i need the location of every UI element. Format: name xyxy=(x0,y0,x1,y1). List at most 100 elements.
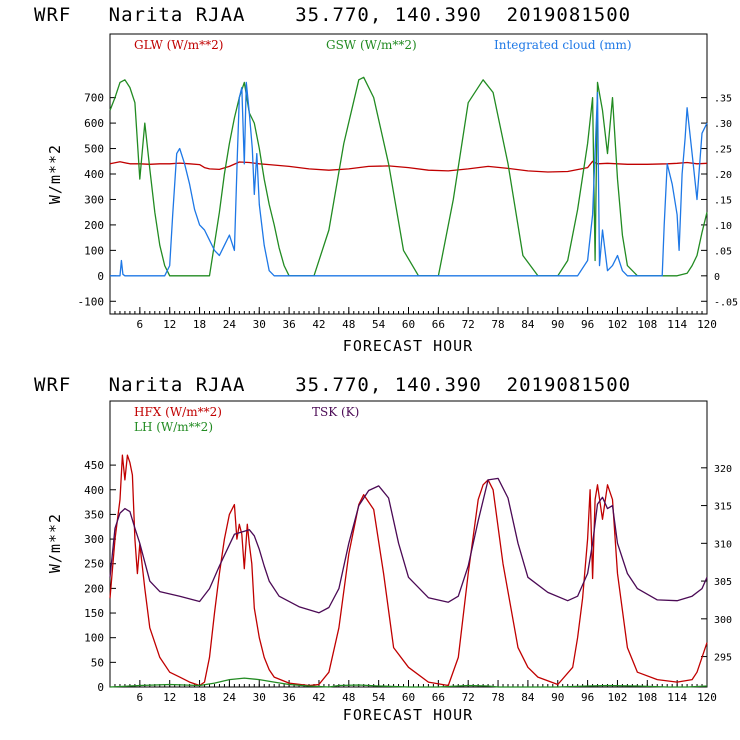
x-tick-label: 102 xyxy=(608,691,628,704)
y2-tick-label: .05 xyxy=(714,246,732,257)
x-tick-label: 66 xyxy=(432,691,445,704)
y-tick-label: 400 xyxy=(84,484,104,497)
x-tick-label: 96 xyxy=(581,691,594,704)
x-tick-label: 42 xyxy=(312,318,325,331)
x-tick-label: 12 xyxy=(163,691,176,704)
y2-tick-label: -.05 xyxy=(714,297,738,308)
legend-tsk: TSK (K) xyxy=(312,405,359,419)
x-tick-label: 78 xyxy=(491,691,504,704)
panel-radiation-cloud: WRF Narita RJAA 35.770, 140.390 20190815… xyxy=(34,4,738,355)
series-line-glw xyxy=(109,160,708,173)
y2-tick-label: .30 xyxy=(714,119,732,130)
x-tick-label: 102 xyxy=(608,318,628,331)
y2-tick-label: 305 xyxy=(714,577,732,588)
y2-tick-label: .35 xyxy=(714,94,732,105)
chart-title: WRF Narita RJAA 35.770, 140.390 20190815… xyxy=(34,374,631,396)
y2-tick-label: .20 xyxy=(714,170,732,181)
x-tick-label: 18 xyxy=(193,318,206,331)
series-line-integrated xyxy=(110,81,708,277)
y2-tick-label: 295 xyxy=(714,653,732,664)
x-tick-label: 48 xyxy=(342,691,355,704)
y-tick-label: 300 xyxy=(84,533,104,546)
x-tick-label: 108 xyxy=(637,318,657,331)
y-tick-label: -100 xyxy=(78,295,105,308)
y2-tick-label: .10 xyxy=(714,221,732,232)
y-tick-label: 100 xyxy=(84,632,104,645)
legend-lh: LH (W/m**2) xyxy=(134,420,213,434)
y-tick-label: 100 xyxy=(84,244,104,257)
y-tick-label: 400 xyxy=(84,168,104,181)
x-tick-label: 84 xyxy=(521,318,535,331)
y2-tick-label: 0 xyxy=(714,272,720,283)
y-axis-label: W/m**2 xyxy=(46,513,64,573)
series-line-hfx xyxy=(109,454,708,687)
legend-hfx: HFX (W/m**2) xyxy=(134,405,222,419)
x-tick-label: 72 xyxy=(462,691,475,704)
x-tick-label: 30 xyxy=(253,691,266,704)
y-tick-label: 250 xyxy=(84,558,104,571)
x-tick-label: 114 xyxy=(667,691,687,704)
y-tick-label: 700 xyxy=(84,92,104,105)
y-tick-label: 500 xyxy=(84,143,104,156)
x-tick-label: 36 xyxy=(282,691,295,704)
legend-gsw: GSW (W/m**2) xyxy=(326,38,417,52)
y-tick-label: 600 xyxy=(84,117,104,130)
y-tick-label: 0 xyxy=(97,681,104,694)
x-axis-label: FORECAST HOUR xyxy=(343,706,473,724)
y-tick-label: 200 xyxy=(84,219,104,232)
y-tick-label: 50 xyxy=(91,656,104,669)
x-tick-label: 60 xyxy=(402,691,415,704)
series-line-tsk xyxy=(109,477,708,614)
x-tick-label: 72 xyxy=(462,318,475,331)
y-axis: -100 0 100 200 300 400 500 600 700 xyxy=(78,92,116,308)
chart-title: WRF Narita RJAA 35.770, 140.390 20190815… xyxy=(34,4,631,26)
y-tick-label: 0 xyxy=(97,270,104,283)
series-line-lh xyxy=(109,677,708,688)
x-tick-label: 42 xyxy=(312,691,325,704)
x-axis-label: FORECAST HOUR xyxy=(343,337,473,355)
x-axis: 6 12 18 24 30 36 42 48 54 60 66 72 78 84 90 96 102 108 114… xyxy=(114,307,717,331)
x-tick-label: 84 xyxy=(521,691,535,704)
y2-tick-label: 300 xyxy=(714,615,732,626)
x-tick-label: 12 xyxy=(163,318,176,331)
series-layer xyxy=(109,76,708,277)
x-tick-label: 54 xyxy=(372,318,386,331)
x-tick-label: 60 xyxy=(402,318,415,331)
x-axis: 6 12 18 24 30 36 42 48 54 60 66 72 78 84 90 96 102 108 114… xyxy=(114,680,717,704)
x-tick-label: 120 xyxy=(697,318,717,331)
x-tick-label: 6 xyxy=(137,691,144,704)
y2-tick-label: 320 xyxy=(714,464,732,475)
x-tick-label: 114 xyxy=(667,318,687,331)
y-axis: 0 50 100 150 200 250 300 350 400 450 xyxy=(84,459,116,694)
x-tick-label: 120 xyxy=(697,691,717,704)
x-tick-label: 108 xyxy=(637,691,657,704)
x-tick-label: 90 xyxy=(551,691,564,704)
x-tick-label: 54 xyxy=(372,691,386,704)
series-layer xyxy=(109,454,708,688)
panel-heat-flux-skin-temp: WRF Narita RJAA 35.770, 140.390 20190815… xyxy=(34,374,732,724)
y2-axis: 295 300 305 310 315 320 xyxy=(701,464,732,664)
y2-tick-label: .25 xyxy=(714,145,732,156)
y-axis-label: W/m**2 xyxy=(46,144,64,204)
y2-tick-label: 315 xyxy=(714,502,732,513)
y-tick-label: 200 xyxy=(84,582,104,595)
x-tick-label: 66 xyxy=(432,318,445,331)
x-tick-label: 96 xyxy=(581,318,594,331)
series-line-gsw xyxy=(109,76,708,277)
y-tick-label: 300 xyxy=(84,193,104,206)
y-tick-label: 150 xyxy=(84,607,104,620)
x-tick-label: 24 xyxy=(223,318,237,331)
x-tick-label: 90 xyxy=(551,318,564,331)
x-tick-label: 18 xyxy=(193,691,206,704)
x-tick-label: 36 xyxy=(282,318,295,331)
legend-cloud: Integrated cloud (mm) xyxy=(494,38,632,52)
x-tick-label: 48 xyxy=(342,318,355,331)
y2-tick-label: 310 xyxy=(714,539,732,550)
y2-tick-label: .15 xyxy=(714,195,732,206)
y-tick-label: 450 xyxy=(84,459,104,472)
x-tick-label: 24 xyxy=(223,691,237,704)
legend-glw: GLW (W/m**2) xyxy=(134,38,223,52)
y2-axis: -.05 0 .05 .10 .15 .20 .25 .30 .35 xyxy=(701,94,738,308)
x-tick-label: 6 xyxy=(137,318,144,331)
